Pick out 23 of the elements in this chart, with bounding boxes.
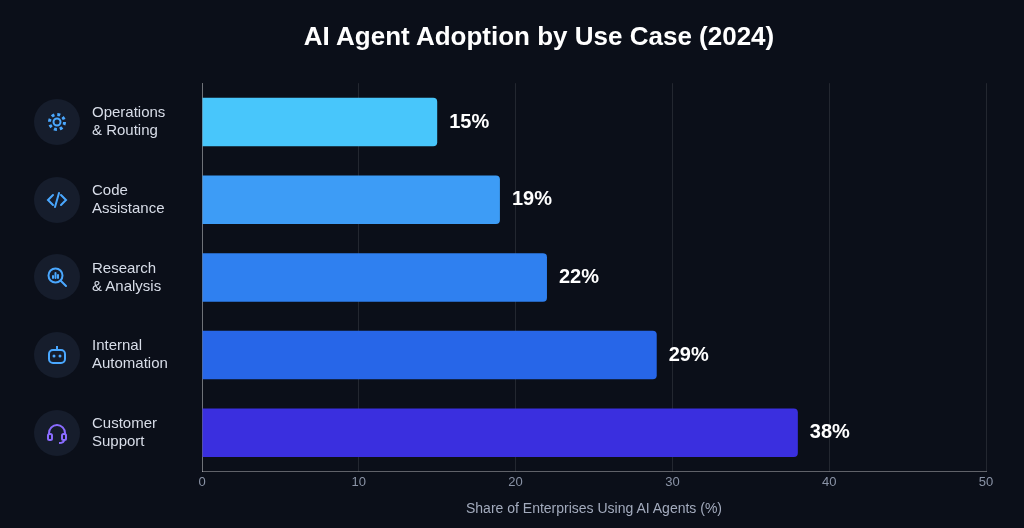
bar <box>202 408 798 457</box>
bar <box>202 175 500 224</box>
y-tick-label: Customer Support <box>92 413 158 449</box>
bar <box>202 330 657 380</box>
data-label: 15% <box>449 109 490 132</box>
y-tick-label: Operations & Routing <box>92 103 166 139</box>
x-tick-label: 0 <box>198 473 206 489</box>
x-tick-label: 20 <box>508 473 523 489</box>
bar <box>202 253 547 302</box>
data-label: 29% <box>668 342 709 365</box>
data-label: 38% <box>809 420 851 443</box>
bar <box>202 97 438 147</box>
x-tick-label: 50 <box>978 473 994 489</box>
x-tick-label: 30 <box>665 473 680 489</box>
x-tick-label: 40 <box>821 473 837 489</box>
data-label: 22% <box>558 264 600 287</box>
data-label: 19% <box>511 187 553 210</box>
x-axis-title: Share of Enterprises Using AI Agents (%) <box>465 500 723 517</box>
x-tick-label: 10 <box>351 473 367 489</box>
y-tick-label: Research & Analysis <box>92 258 162 294</box>
y-tick-label: Internal Automation <box>92 336 168 372</box>
y-tick-label: Code Assistance <box>92 180 165 216</box>
chart-title: AI Agent Adoption by Use Case (2024) <box>303 20 775 51</box>
